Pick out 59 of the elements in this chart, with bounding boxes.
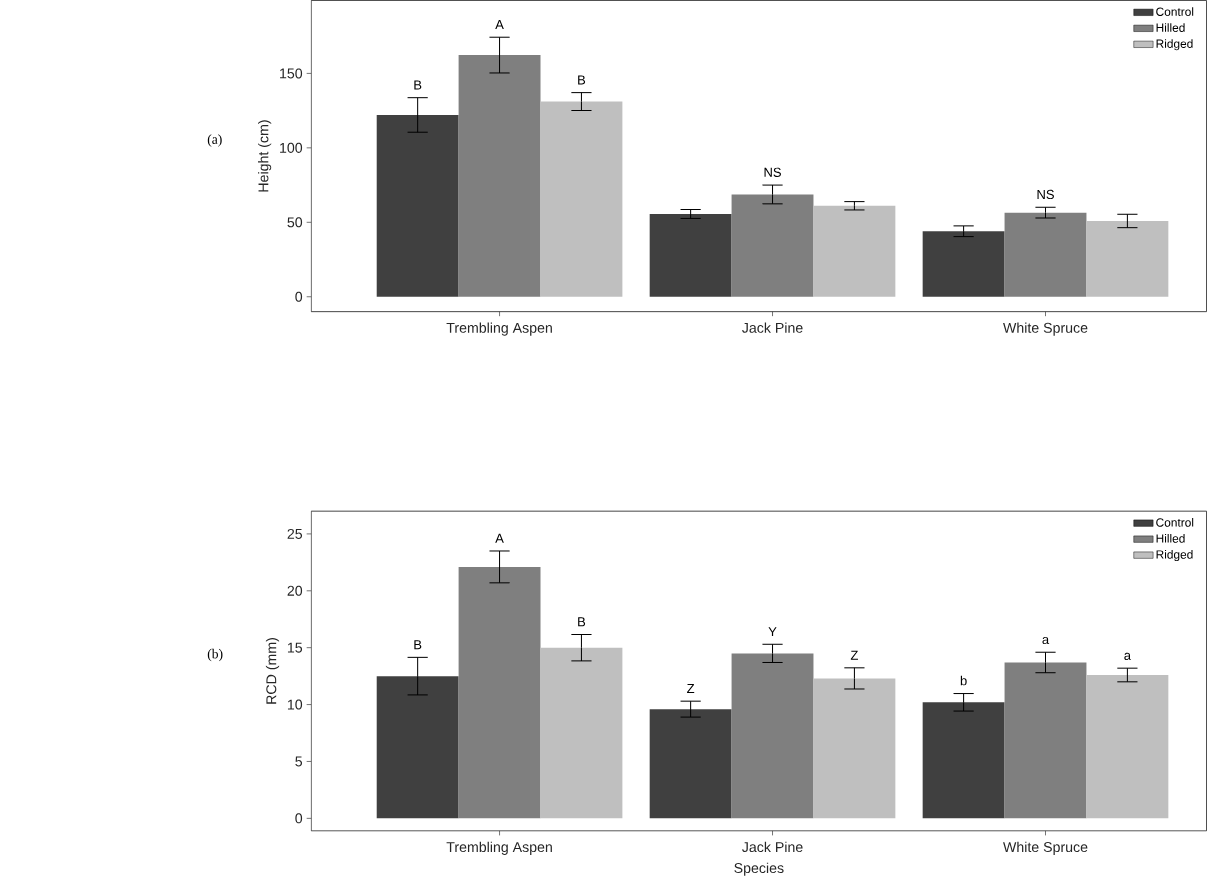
- data-label: a: [1124, 653, 1132, 661]
- y-axis-title: RCD (mm): [265, 638, 280, 704]
- bar: [458, 55, 541, 297]
- legend-label: Hilled: [1156, 23, 1185, 33]
- data-label: NS: [764, 167, 781, 178]
- bar: [376, 676, 459, 819]
- x-tick-label: White Spruce: [1003, 841, 1088, 856]
- data-label: B: [578, 617, 586, 627]
- y-tick-label: 0: [295, 813, 303, 824]
- bar: [922, 702, 1005, 819]
- data-label: A: [495, 533, 504, 543]
- bar: [813, 205, 896, 297]
- data-label: Y: [768, 627, 777, 637]
- y-tick-label: 5: [295, 756, 303, 767]
- y-tick-label: 50: [287, 217, 303, 228]
- legend-label: Ridged: [1156, 550, 1193, 562]
- bar: [649, 214, 732, 297]
- legend-label: Ridged: [1156, 39, 1193, 51]
- bar: [813, 678, 896, 819]
- bar: [731, 194, 814, 297]
- data-label: a: [1042, 637, 1050, 645]
- bar: [458, 567, 541, 819]
- bar: [1086, 675, 1169, 819]
- legend-label: Control: [1156, 518, 1194, 527]
- x-tick-label: Trembling Aspen: [446, 841, 552, 856]
- data-label: Z: [850, 650, 858, 660]
- bar: [1004, 212, 1087, 297]
- data-label: B: [414, 640, 422, 650]
- text: (b): [207, 649, 223, 662]
- x-tick-label: White Spruce: [1003, 322, 1088, 336]
- data-label: Z: [687, 684, 695, 694]
- y-tick-label: 25: [287, 529, 303, 540]
- x-tick-label: Jack Pine: [742, 841, 803, 853]
- y-axis-title: Height (cm): [258, 120, 272, 192]
- bar: [922, 231, 1005, 297]
- data-label: A: [495, 20, 504, 30]
- data-label: B: [414, 80, 422, 90]
- legend-label: Control: [1156, 7, 1194, 17]
- y-tick-label: 100: [280, 142, 303, 154]
- bar: [1086, 221, 1169, 297]
- bar: [376, 115, 459, 297]
- y-tick-label: 150: [280, 68, 303, 79]
- y-tick-label: 10: [287, 699, 303, 710]
- legend-label: Hilled: [1156, 534, 1185, 543]
- bar: [731, 653, 814, 819]
- bar: [540, 647, 623, 819]
- data-label: B: [578, 75, 586, 85]
- y-tick-label: 15: [287, 642, 303, 653]
- bar: [1004, 662, 1087, 819]
- data-label: b: [960, 675, 967, 686]
- x-axis-title: Species: [734, 862, 784, 877]
- y-tick-label: 0: [295, 291, 303, 302]
- bar: [649, 709, 732, 819]
- x-tick-label: Jack Pine: [742, 322, 803, 334]
- text: (a): [207, 134, 222, 147]
- y-tick-label: 20: [287, 585, 303, 596]
- data-label: NS: [1037, 190, 1054, 200]
- bar: [540, 101, 623, 297]
- x-tick-label: Trembling Aspen: [446, 322, 552, 336]
